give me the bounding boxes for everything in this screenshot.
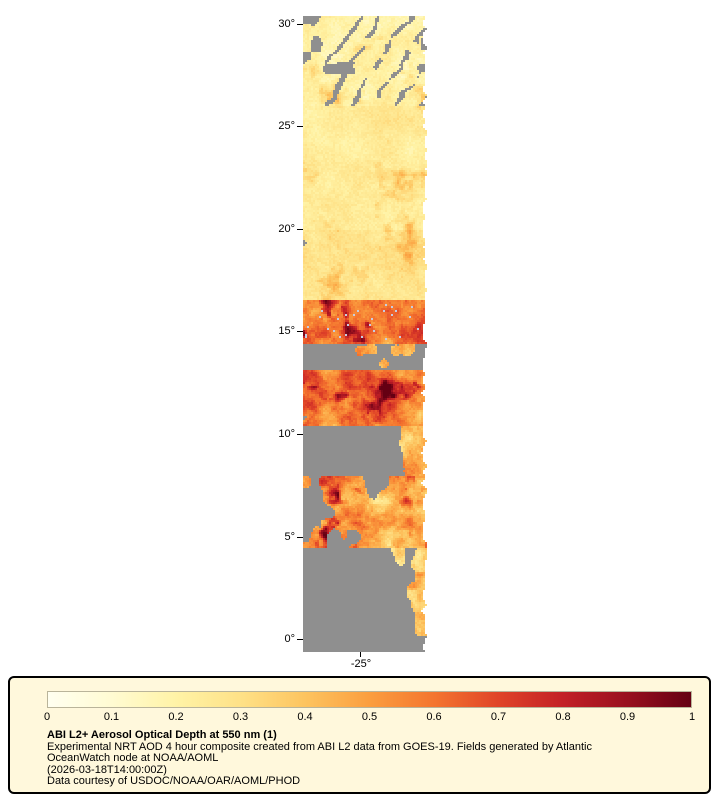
colorbar-tick-label: 0.7 xyxy=(490,711,507,723)
legend-title: ABI L2+ Aerosol Optical Depth at 550 nm … xyxy=(47,729,277,741)
y-tick-label: 20° xyxy=(278,222,295,235)
colorbar-tick-label: 0.8 xyxy=(555,711,571,723)
y-tick-label: 5° xyxy=(284,530,295,543)
colorbar-tick-label: 0.2 xyxy=(168,711,184,723)
x-tick-mark xyxy=(360,652,361,657)
colorbar-tick-label: 0.9 xyxy=(619,711,636,723)
colorbar-tick-label: 0.3 xyxy=(232,711,249,723)
colorbar-tick-labels: 0 0.1 0.2 0.3 0.4 0.5 0.6 0.7 0.8 0.9 1 xyxy=(43,711,696,724)
legend-line-1: Experimental NRT AOD 4 hour composite cr… xyxy=(47,740,592,753)
y-tick-label: 25° xyxy=(278,120,295,133)
y-tick-label: 0° xyxy=(284,633,295,646)
colorbar-tick-label: 0.5 xyxy=(361,711,378,723)
y-tick-mark xyxy=(297,536,303,538)
y-tick-mark xyxy=(297,639,303,641)
colorbar-tick-label: 1 xyxy=(688,711,696,723)
colorbar-tick-label: 0.4 xyxy=(297,711,313,723)
aod-map-plot: 30° 25° 20° 15° 10° 5° 0° -25° xyxy=(265,0,440,674)
legend-line-4: Data courtesy of USDOC/NOAA/OAR/AOML/PHO… xyxy=(47,775,301,787)
y-tick-mark xyxy=(297,331,303,333)
y-tick-mark xyxy=(297,23,303,25)
y-tick-label: 30° xyxy=(278,17,295,30)
y-tick-mark xyxy=(297,228,303,230)
colorbar-tick-label: 0.1 xyxy=(103,711,120,723)
y-tick-label: 15° xyxy=(278,325,295,338)
y-tick-mark xyxy=(297,126,303,128)
x-tick-label: -25° xyxy=(350,658,372,670)
colorbar-gradient xyxy=(47,691,692,708)
aod-field-canvas xyxy=(303,16,431,652)
legend-line-2: OceanWatch node at NOAA/AOML xyxy=(47,752,219,764)
y-tick-label: 10° xyxy=(278,428,295,441)
legend-line-3: (2026-03-18T14:00:00Z) xyxy=(47,763,167,776)
colorbar-tick-label: 0.6 xyxy=(426,711,442,723)
legend-panel: 0 0.1 0.2 0.3 0.4 0.5 0.6 0.7 0.8 0.9 1 ABI L2+ Ae… xyxy=(8,676,711,794)
colorbar-tick-label: 0 xyxy=(43,711,51,723)
legend-text-block: ABI L2+ Aerosol Optical Depth at 550 nm … xyxy=(47,729,697,788)
y-tick-mark xyxy=(297,434,303,436)
